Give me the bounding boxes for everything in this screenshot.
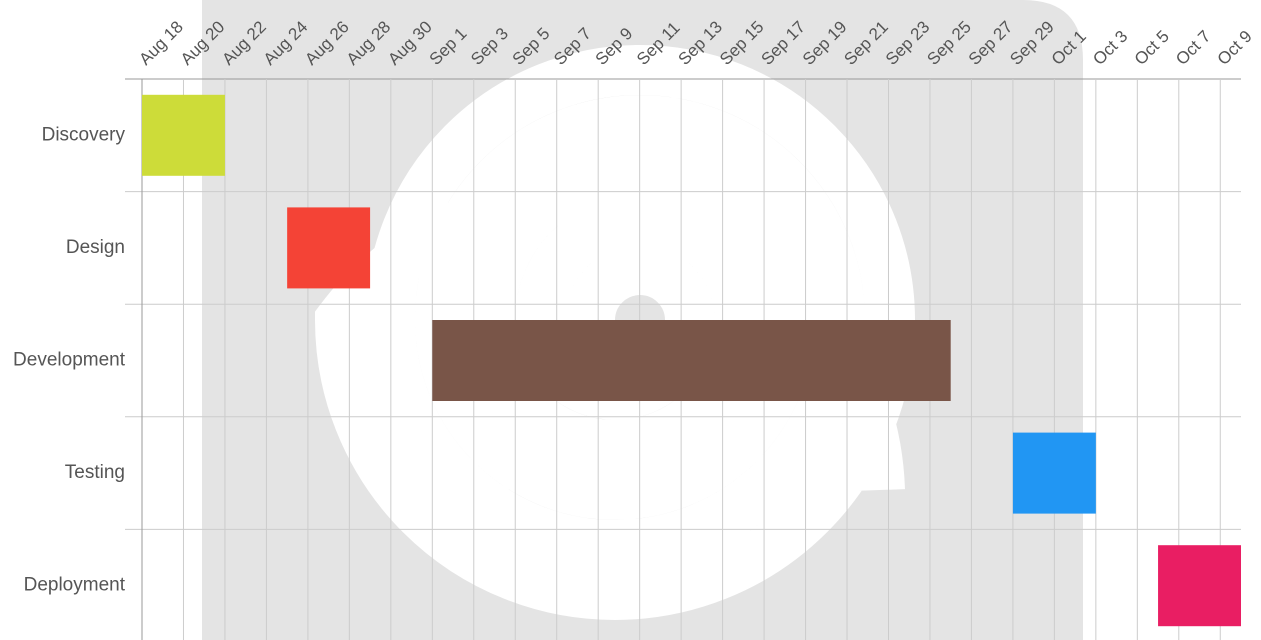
task-bar <box>287 207 371 289</box>
task-bar <box>142 94 225 176</box>
row-label: Discovery <box>42 124 126 145</box>
x-tick-label: Oct 9 <box>1214 27 1256 69</box>
x-tick-label: Aug 18 <box>135 17 187 69</box>
row-label: Design <box>66 237 125 258</box>
task-bar <box>432 320 951 401</box>
x-tick-label: Oct 3 <box>1089 27 1131 69</box>
x-tick-label: Oct 5 <box>1131 27 1173 69</box>
x-tick-label: Oct 7 <box>1172 27 1214 69</box>
row-label: Deployment <box>24 575 126 596</box>
task-bar <box>1158 545 1241 627</box>
task-bar <box>1012 432 1096 514</box>
row-label: Development <box>13 350 126 371</box>
row-label: Testing <box>65 462 125 483</box>
